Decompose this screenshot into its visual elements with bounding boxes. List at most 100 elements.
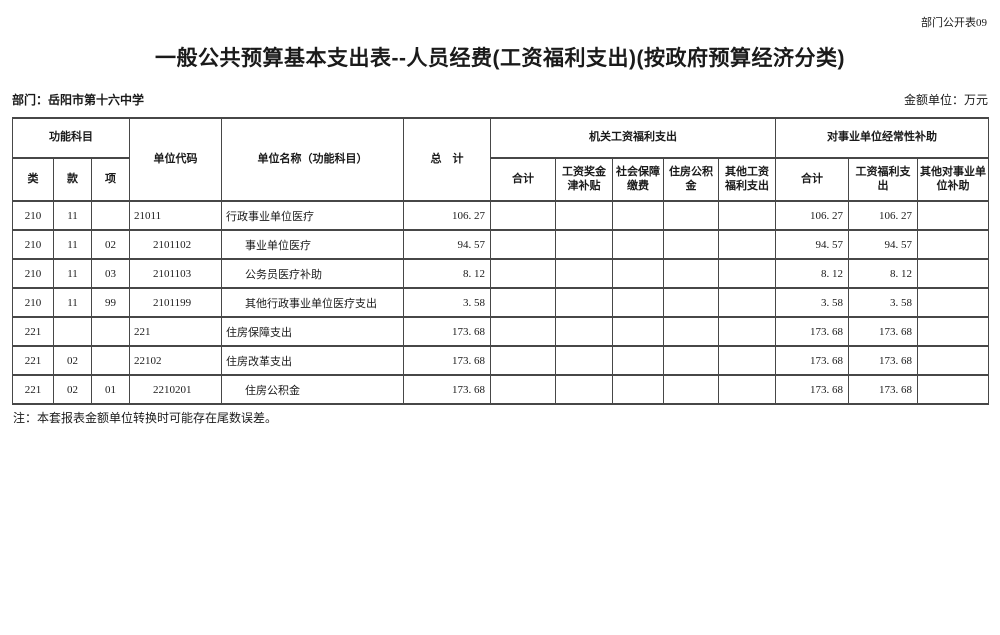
header-org-qtgzflzc: 其他工资福利支出 bbox=[718, 157, 777, 202]
table-row: 221 221 住房保障支出 173. 68 173. 68 173. 68 bbox=[12, 316, 990, 347]
cell-unit-code: 2101102 bbox=[129, 229, 223, 260]
header-org-group: 机关工资福利支出 bbox=[490, 117, 777, 159]
cell-xiang bbox=[90, 345, 131, 376]
cell-org-3 bbox=[663, 200, 720, 231]
cell-subsidy-other bbox=[917, 287, 990, 318]
cell-org-4 bbox=[718, 229, 777, 260]
header-org-zfgjj: 住房公积金 bbox=[663, 157, 720, 202]
cell-org-1 bbox=[555, 374, 614, 405]
cell-org-2 bbox=[612, 287, 665, 318]
cell-kuan: 02 bbox=[53, 374, 92, 405]
cell-org-4 bbox=[718, 200, 777, 231]
cell-org-3 bbox=[663, 229, 720, 260]
cell-lei: 221 bbox=[12, 345, 54, 376]
cell-subsidy-total: 173. 68 bbox=[775, 316, 850, 347]
header-group-row: 功能科目 单位代码 单位名称（功能科目） 总 计 机关工资福利支出 对事业单位经… bbox=[11, 117, 990, 202]
meta-row: 部门：岳阳市第十六中学 金额单位：万元 bbox=[12, 91, 988, 108]
cell-unit-code: 221 bbox=[129, 316, 223, 347]
cell-subsidy-total: 94. 57 bbox=[775, 229, 850, 260]
cell-unit-code: 2101199 bbox=[129, 287, 223, 318]
cell-subsidy-other bbox=[917, 345, 990, 376]
cell-org-1 bbox=[555, 287, 614, 318]
department-label: 部门：岳阳市第十六中学 bbox=[12, 93, 145, 107]
cell-org-1 bbox=[555, 258, 614, 289]
cell-total: 106. 27 bbox=[403, 200, 492, 231]
table-body: 210 11 21011 行政事业单位医疗 106. 27 106. 27 106. 27 2… bbox=[12, 200, 990, 405]
cell-lei: 210 bbox=[12, 258, 54, 289]
cell-unit-code: 22102 bbox=[129, 345, 223, 376]
cell-subsidy-wage: 173. 68 bbox=[848, 345, 919, 376]
cell-subsidy-wage: 106. 27 bbox=[848, 200, 919, 231]
header-sub-hj: 合计 bbox=[775, 157, 850, 202]
cell-org-2 bbox=[612, 200, 665, 231]
header-unit-code: 单位代码 bbox=[129, 117, 223, 202]
cell-subsidy-total: 173. 68 bbox=[775, 374, 850, 405]
cell-org-2 bbox=[612, 316, 665, 347]
cell-org-0 bbox=[490, 287, 557, 318]
cell-xiang bbox=[90, 316, 131, 347]
cell-unit-code: 2101103 bbox=[129, 258, 223, 289]
footnote: 注：本套报表金额单位转换时可能存在尾数误差。 bbox=[13, 411, 278, 425]
cell-org-0 bbox=[490, 200, 557, 231]
cell-subsidy-total: 106. 27 bbox=[775, 200, 850, 231]
cell-org-3 bbox=[663, 316, 720, 347]
cell-org-0 bbox=[490, 374, 557, 405]
table-header: 功能科目 单位代码 单位名称（功能科目） 总 计 机关工资福利支出 对事业单位经… bbox=[11, 117, 990, 202]
cell-subsidy-other bbox=[917, 374, 990, 405]
cell-org-0 bbox=[490, 345, 557, 376]
cell-org-4 bbox=[718, 345, 777, 376]
header-org-hj: 合计 bbox=[490, 157, 557, 202]
header-sub-row: 类 款 项 合计 工资奖金津补贴 社会保障缴费 住房公积金 其他工资福利支出 合… bbox=[12, 157, 990, 202]
header-org-gzjjjbt: 工资奖金津补贴 bbox=[555, 157, 614, 202]
cell-org-0 bbox=[490, 316, 557, 347]
cell-kuan: 11 bbox=[53, 200, 92, 231]
budget-table: 功能科目 单位代码 单位名称（功能科目） 总 计 机关工资福利支出 对事业单位经… bbox=[11, 117, 990, 405]
cell-org-1 bbox=[555, 345, 614, 376]
cell-lei: 221 bbox=[12, 374, 54, 405]
cell-unit-name: 公务员医疗补助 bbox=[221, 258, 405, 289]
cell-unit-code: 2210201 bbox=[129, 374, 223, 405]
header-kuan: 款 bbox=[53, 157, 92, 202]
table-row: 221 02 22102 住房改革支出 173. 68 173. 68 173. 68 bbox=[12, 345, 990, 376]
cell-org-3 bbox=[663, 374, 720, 405]
cell-total: 8. 12 bbox=[403, 258, 492, 289]
table-row: 210 11 21011 行政事业单位医疗 106. 27 106. 27 106. 27 bbox=[12, 200, 990, 231]
cell-lei: 210 bbox=[12, 287, 54, 318]
cell-xiang: 99 bbox=[90, 287, 131, 318]
cell-lei: 210 bbox=[12, 229, 54, 260]
cell-org-0 bbox=[490, 258, 557, 289]
cell-total: 173. 68 bbox=[403, 316, 492, 347]
cell-subsidy-other bbox=[917, 258, 990, 289]
cell-unit-name: 住房改革支出 bbox=[221, 345, 405, 376]
cell-lei: 221 bbox=[12, 316, 54, 347]
cell-org-2 bbox=[612, 374, 665, 405]
cell-subsidy-total: 8. 12 bbox=[775, 258, 850, 289]
header-sub-qt: 其他对事业单位补助 bbox=[917, 157, 990, 202]
cell-subsidy-total: 3. 58 bbox=[775, 287, 850, 318]
cell-org-3 bbox=[663, 258, 720, 289]
cell-lei: 210 bbox=[12, 200, 54, 231]
cell-org-3 bbox=[663, 287, 720, 318]
header-func-group: 功能科目 bbox=[11, 117, 131, 159]
cell-subsidy-other bbox=[917, 200, 990, 231]
cell-kuan: 11 bbox=[53, 287, 92, 318]
cell-subsidy-wage: 94. 57 bbox=[848, 229, 919, 260]
doc-code: 部门公开表09 bbox=[921, 17, 987, 29]
cell-org-4 bbox=[718, 287, 777, 318]
budget-table-wrap: 功能科目 单位代码 单位名称（功能科目） 总 计 机关工资福利支出 对事业单位经… bbox=[11, 117, 990, 405]
cell-xiang: 01 bbox=[90, 374, 131, 405]
cell-total: 94. 57 bbox=[403, 229, 492, 260]
cell-total: 173. 68 bbox=[403, 374, 492, 405]
cell-org-0 bbox=[490, 229, 557, 260]
cell-total: 3. 58 bbox=[403, 287, 492, 318]
cell-subsidy-wage: 173. 68 bbox=[848, 316, 919, 347]
header-sub-gzflzc: 工资福利支出 bbox=[848, 157, 919, 202]
cell-kuan: 11 bbox=[53, 258, 92, 289]
cell-total: 173. 68 bbox=[403, 345, 492, 376]
header-lei: 类 bbox=[12, 157, 54, 202]
table-row: 210 11 02 2101102 事业单位医疗 94. 57 94. 57 94. 57 bbox=[12, 229, 990, 260]
cell-unit-name: 住房保障支出 bbox=[221, 316, 405, 347]
header-total: 总 计 bbox=[403, 117, 492, 202]
cell-org-1 bbox=[555, 229, 614, 260]
table-row: 221 02 01 2210201 住房公积金 173. 68 173. 68 173. 68 bbox=[12, 374, 990, 405]
